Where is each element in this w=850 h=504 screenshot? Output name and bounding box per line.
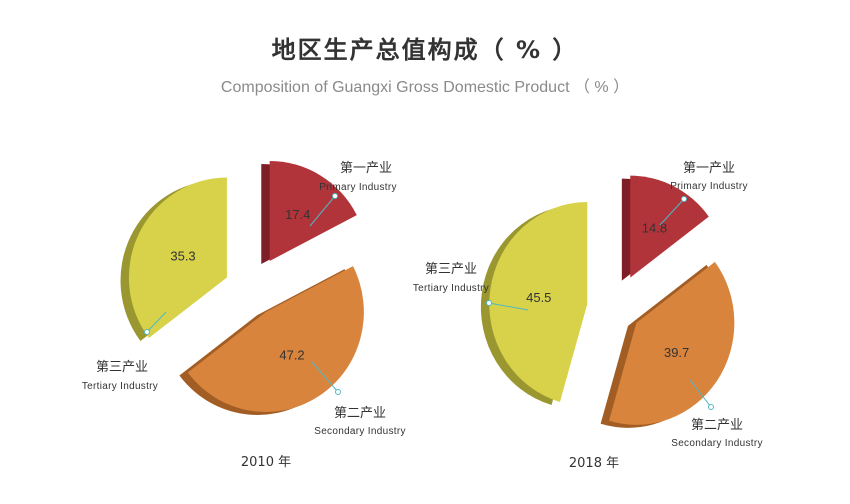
pie-chart-1: 14.8 39.7 45.5 第一产业 Primary Industry 第二产业 Seco… bbox=[413, 161, 763, 471]
category-label-cn-secondary: 第二产业 bbox=[691, 418, 743, 433]
leader-line-tertiary bbox=[488, 302, 529, 311]
category-label-en-primary: Primary Industry bbox=[670, 181, 748, 192]
chart-title: 地区生产总值构成（ % ） bbox=[271, 36, 579, 64]
category-label-en-primary: Primary Industry bbox=[319, 182, 397, 193]
leader-dot-secondary bbox=[708, 404, 714, 410]
leader-dot-primary bbox=[681, 196, 687, 202]
leader-dot-tertiary bbox=[486, 300, 492, 306]
value-label-tertiary: 35.3 bbox=[170, 248, 195, 263]
value-label-tertiary: 45.5 bbox=[526, 290, 551, 305]
value-label-secondary: 47.2 bbox=[279, 347, 304, 362]
leader-dot-secondary bbox=[335, 389, 341, 395]
slice-secondary bbox=[187, 266, 364, 412]
leader-line-primary bbox=[659, 198, 685, 226]
leader-dot-tertiary bbox=[144, 329, 150, 335]
category-label-cn-tertiary: 第三产业 bbox=[96, 360, 148, 375]
category-label-en-secondary: Secondary Industry bbox=[671, 438, 763, 449]
year-label: 2018 年 bbox=[569, 456, 619, 471]
leader-line-tertiary bbox=[146, 311, 167, 333]
category-label-cn-primary: 第一产业 bbox=[340, 161, 392, 176]
category-label-en-tertiary: Tertiary Industry bbox=[413, 283, 489, 294]
slice-primary bbox=[269, 160, 357, 261]
value-label-primary: 17.4 bbox=[285, 207, 310, 222]
value-label-primary: 14.8 bbox=[642, 220, 667, 235]
category-label-cn-tertiary: 第三产业 bbox=[425, 262, 477, 277]
slice-tertiary bbox=[489, 202, 588, 403]
leader-line-secondary bbox=[689, 379, 712, 408]
category-label-en-tertiary: Tertiary Industry bbox=[82, 381, 158, 392]
category-label-en-secondary: Secondary Industry bbox=[314, 426, 406, 437]
slice-secondary bbox=[609, 261, 735, 425]
slice-tertiary bbox=[128, 177, 227, 339]
category-label-cn-primary: 第一产业 bbox=[683, 161, 735, 176]
chart-subtitle: Composition of Guangxi Gross Domestic Pr… bbox=[220, 79, 630, 96]
leader-line-secondary bbox=[311, 361, 339, 393]
slice-primary bbox=[630, 175, 709, 278]
category-label-cn-secondary: 第二产业 bbox=[334, 406, 386, 421]
value-label-secondary: 39.7 bbox=[664, 345, 689, 360]
pie-chart-0: 17.4 47.2 35.3 第一产业 Primary Industry 第二产业 Seco… bbox=[82, 160, 406, 470]
leader-dot-primary bbox=[332, 193, 338, 199]
leader-line-primary bbox=[309, 195, 336, 227]
year-label: 2010 年 bbox=[241, 455, 291, 470]
